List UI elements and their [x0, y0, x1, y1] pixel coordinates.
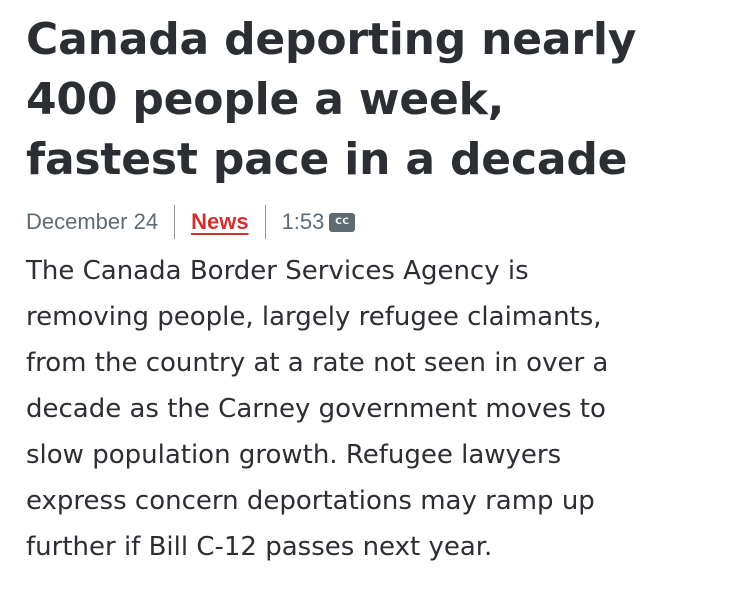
category-link[interactable]: News [191, 209, 249, 234]
article-meta: December 24 News 1:53 CC [26, 205, 726, 239]
headline-line: Canada deporting nearly [26, 14, 637, 65]
headline-line: 400 people a week, [26, 74, 505, 125]
summary-line: removing people, largely refugee claiman… [26, 302, 602, 332]
summary-line: from the country at a rate not seen in o… [26, 348, 609, 378]
meta-divider [174, 205, 176, 239]
summary-line: decade as the Carney government moves to [26, 394, 606, 424]
headline-line: fastest pace in a decade [26, 134, 628, 185]
closed-captions-icon: CC [329, 212, 356, 232]
summary-line: slow population growth. Refugee lawyers [26, 440, 562, 470]
headline[interactable]: Canada deporting nearly 400 people a wee… [26, 10, 726, 190]
summary-line: express concern deportations may ramp up [26, 486, 595, 516]
video-duration: 1:53 [281, 209, 325, 234]
summary-line: further if Bill C-12 passes next year. [26, 532, 493, 562]
article-card[interactable]: Canada deporting nearly 400 people a wee… [26, 10, 726, 570]
article-summary: The Canada Border Services Agency is rem… [26, 248, 726, 570]
summary-line: The Canada Border Services Agency is [26, 256, 529, 286]
publish-date: December 24 [26, 209, 159, 234]
meta-divider [264, 205, 266, 239]
